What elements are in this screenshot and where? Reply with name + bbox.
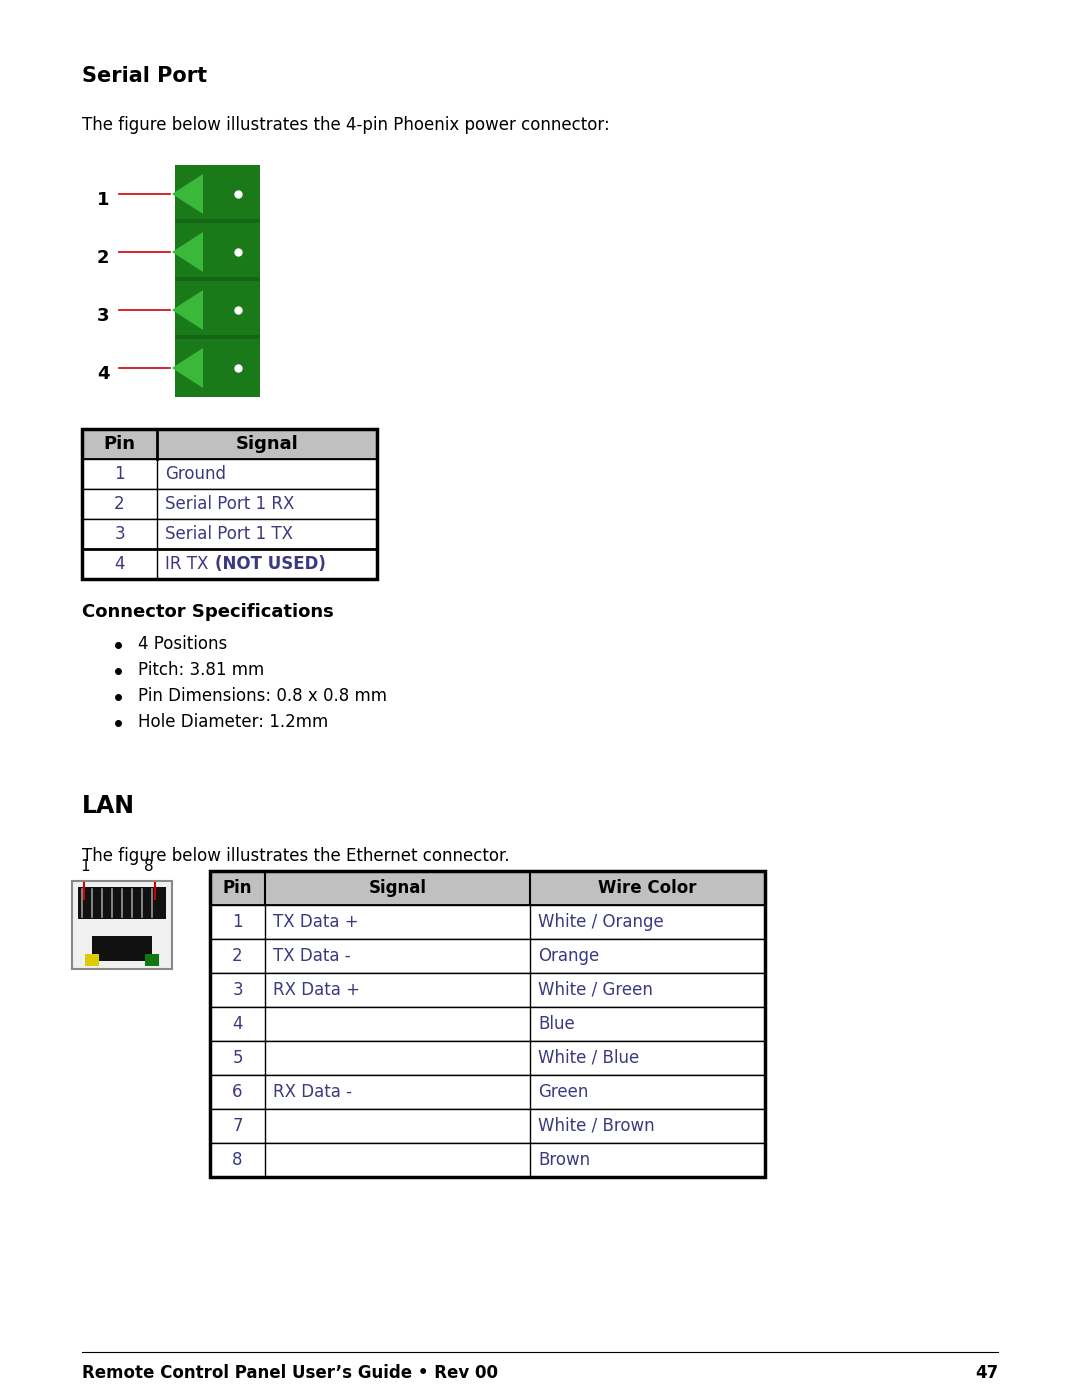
Text: 5: 5 bbox=[232, 1049, 243, 1067]
Polygon shape bbox=[172, 232, 203, 272]
Text: 4: 4 bbox=[97, 365, 109, 383]
Text: Orange: Orange bbox=[538, 947, 599, 965]
Text: LAN: LAN bbox=[82, 793, 135, 819]
Text: Remote Control Panel User’s Guide • Rev 00: Remote Control Panel User’s Guide • Rev … bbox=[82, 1363, 498, 1382]
Text: Ground: Ground bbox=[165, 465, 226, 483]
Polygon shape bbox=[172, 348, 203, 388]
Bar bbox=[210, 1143, 765, 1178]
Bar bbox=[210, 870, 765, 905]
Text: 6: 6 bbox=[232, 1083, 243, 1101]
Text: 8: 8 bbox=[144, 859, 153, 875]
Text: 2: 2 bbox=[114, 495, 125, 513]
Bar bbox=[210, 1109, 765, 1143]
Polygon shape bbox=[172, 175, 203, 214]
Text: Brown: Brown bbox=[538, 1151, 590, 1169]
Text: Blue: Blue bbox=[538, 1016, 575, 1032]
Text: White / Orange: White / Orange bbox=[538, 914, 664, 930]
Bar bbox=[175, 224, 260, 281]
Bar bbox=[175, 219, 260, 224]
Text: 1: 1 bbox=[80, 859, 90, 875]
Text: 4 Positions: 4 Positions bbox=[138, 636, 227, 652]
Bar bbox=[82, 549, 377, 578]
Text: 4: 4 bbox=[232, 1016, 243, 1032]
Text: IR TX: IR TX bbox=[165, 555, 214, 573]
Bar bbox=[210, 1076, 765, 1109]
Text: TX Data +: TX Data + bbox=[273, 914, 359, 930]
Text: Signal: Signal bbox=[235, 434, 298, 453]
Bar bbox=[175, 335, 260, 339]
Bar bbox=[175, 277, 260, 281]
Text: 3: 3 bbox=[232, 981, 243, 999]
Text: Pitch: 3.81 mm: Pitch: 3.81 mm bbox=[138, 661, 265, 679]
Text: White / Blue: White / Blue bbox=[538, 1049, 639, 1067]
Text: 47: 47 bbox=[975, 1363, 998, 1382]
Text: 1: 1 bbox=[97, 191, 109, 210]
Text: The figure below illustrates the Ethernet connector.: The figure below illustrates the Etherne… bbox=[82, 847, 510, 865]
Text: White / Brown: White / Brown bbox=[538, 1118, 654, 1134]
Text: White / Green: White / Green bbox=[538, 981, 653, 999]
Text: Pin: Pin bbox=[222, 879, 253, 897]
Text: Connector Specifications: Connector Specifications bbox=[82, 604, 334, 622]
Bar bbox=[82, 489, 377, 520]
Text: Wire Color: Wire Color bbox=[598, 879, 697, 897]
Bar bbox=[175, 165, 260, 224]
Text: (NOT USED): (NOT USED) bbox=[215, 555, 326, 573]
Text: Serial Port 1 RX: Serial Port 1 RX bbox=[165, 495, 295, 513]
Text: RX Data -: RX Data - bbox=[273, 1083, 352, 1101]
Text: 1: 1 bbox=[114, 465, 125, 483]
Bar bbox=[92, 936, 152, 961]
Text: Serial Port: Serial Port bbox=[82, 66, 207, 87]
Text: Signal: Signal bbox=[368, 879, 427, 897]
Bar bbox=[210, 972, 765, 1007]
Bar bbox=[82, 429, 377, 578]
Bar bbox=[175, 281, 260, 339]
Text: 4: 4 bbox=[114, 555, 125, 573]
Text: RX Data +: RX Data + bbox=[273, 981, 360, 999]
Text: 2: 2 bbox=[232, 947, 243, 965]
Bar bbox=[210, 1007, 765, 1041]
Text: 1: 1 bbox=[232, 914, 243, 930]
Text: Pin Dimensions: 0.8 x 0.8 mm: Pin Dimensions: 0.8 x 0.8 mm bbox=[138, 687, 387, 705]
Text: 3: 3 bbox=[114, 525, 125, 543]
Text: 2: 2 bbox=[97, 249, 109, 267]
Text: 7: 7 bbox=[232, 1118, 243, 1134]
Polygon shape bbox=[172, 291, 203, 330]
Bar bbox=[210, 870, 765, 1178]
Text: Hole Diameter: 1.2mm: Hole Diameter: 1.2mm bbox=[138, 712, 328, 731]
Text: The figure below illustrates the 4-pin Phoenix power connector:: The figure below illustrates the 4-pin P… bbox=[82, 116, 610, 134]
Text: Serial Port 1 TX: Serial Port 1 TX bbox=[165, 525, 293, 543]
Bar bbox=[85, 954, 99, 965]
Text: Green: Green bbox=[538, 1083, 589, 1101]
Text: 8: 8 bbox=[232, 1151, 243, 1169]
Bar bbox=[82, 460, 377, 489]
Bar bbox=[78, 887, 166, 919]
Bar bbox=[145, 954, 159, 965]
Text: TX Data -: TX Data - bbox=[273, 947, 351, 965]
Text: Pin: Pin bbox=[104, 434, 135, 453]
Bar bbox=[210, 939, 765, 972]
Bar bbox=[82, 429, 377, 460]
Bar bbox=[82, 520, 377, 549]
Bar bbox=[210, 905, 765, 939]
Bar bbox=[210, 1041, 765, 1076]
Bar bbox=[175, 339, 260, 397]
Bar bbox=[72, 882, 172, 970]
Text: 3: 3 bbox=[97, 307, 109, 326]
